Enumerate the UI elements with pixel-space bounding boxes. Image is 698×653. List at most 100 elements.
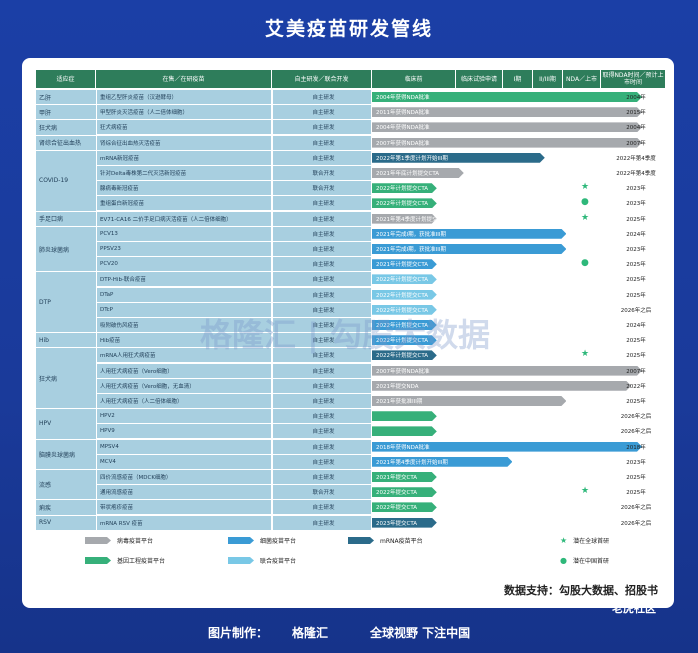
vaccine-name: HPV9 <box>97 424 271 439</box>
dev-type: 自主研发 <box>273 287 371 302</box>
vaccine-name: 狂犬病疫苗 <box>97 120 271 135</box>
vaccine-name: 四价流感疫苗（MDCK细胞） <box>97 470 271 484</box>
source-text: 数据支持：勾股大数据、招股书 <box>504 584 658 597</box>
table-row: mRNA新冠疫苗 自主研发 2022年第1季度计划开始III期 2022年第4季度 <box>36 150 666 166</box>
year-cell: 2025年 <box>626 292 646 299</box>
pipeline-bar: 2023年提交CTA <box>372 518 437 528</box>
pipeline-bar: 2022年计划提交CTA <box>372 198 437 208</box>
legend-item: 基因工程疫苗平台 <box>85 556 165 565</box>
category-cell: 脑膜炎球菌病 <box>36 439 96 469</box>
legend-label: mRNA疫苗平台 <box>380 538 423 545</box>
year-cell: 2023年 <box>626 186 646 193</box>
year-cell: 2022年第4季度 <box>616 171 656 177</box>
dev-type: 自主研发 <box>273 394 371 408</box>
vaccine-name: 人用狂犬病疫苗（Vero细胞，无血清） <box>97 378 271 393</box>
vaccine-name: 带状疱疹疫苗 <box>97 500 271 515</box>
table-row: Hib疫苗 自主研发 2022年计划提交CTA 2025年 <box>36 333 666 348</box>
vaccine-name: mRNA RSV 疫苗 <box>97 515 271 530</box>
table-row: 通用流感疫苗 联合开发 2022年提交CTA 2025年 ★ <box>36 485 666 500</box>
year-cell: 2026年之后 <box>620 505 652 512</box>
pipeline-bar: 2021年完成I期，获批准III期 <box>372 229 566 239</box>
table-row: 甲型肝炎灭活疫苗（人二倍体细胞） 自主研发 2011年获得NDA批准 2015年 <box>36 105 666 120</box>
footer-corner: 老虎社区 <box>612 602 656 615</box>
year-cell: 2025年 <box>626 277 646 284</box>
dev-type: 自主研发 <box>273 333 371 348</box>
table-row: 重组乙型肝炎疫苗（汉逊酵母） 自主研发 2004年获得NDA批准 2004年 <box>36 90 666 105</box>
dot-icon: ● <box>581 197 589 208</box>
year-cell: 2025年 <box>626 353 646 360</box>
vaccine-name: 人用狂犬病疫苗（人二倍体细胞） <box>97 394 271 408</box>
vaccine-name: PCV20 <box>97 257 271 272</box>
table-row: 肾综合征出血热灭活疫苗 自主研发 2007年获得NDA批准 2007年 <box>36 135 666 151</box>
star-icon: ★ <box>581 182 590 193</box>
dev-type: 自主研发 <box>273 105 371 120</box>
header-2: 自主研发／联合开发 <box>272 70 372 88</box>
category-cell: 狂犬病 <box>36 120 96 135</box>
category-cell: Hib <box>36 333 96 348</box>
dev-type: 自主研发 <box>273 363 371 378</box>
year-cell: 2023年 <box>626 459 646 466</box>
year-cell: 2004年 <box>626 125 646 132</box>
vaccine-name: DTaP <box>97 287 271 302</box>
dev-type: 自主研发 <box>273 378 371 393</box>
pipeline-bar: 2022年计划提交CTA <box>372 350 437 360</box>
year-cell: 2018年 <box>626 444 646 451</box>
pipeline-bar: 2022年计划提交CTA <box>372 183 437 193</box>
star-icon: ★ <box>581 349 590 360</box>
header-0: 适应症 <box>36 70 96 88</box>
table-row: HPV2 自主研发 2026年之后 <box>36 409 666 424</box>
dot-icon: ● <box>560 556 567 565</box>
pipeline-bar: 2021年计划提交CTA <box>372 259 437 269</box>
legend-label: 细菌疫苗平台 <box>260 538 297 545</box>
dev-type: 自主研发 <box>273 515 371 530</box>
legend-item: 细菌疫苗平台 <box>228 536 296 545</box>
dev-type: 自主研发 <box>273 454 371 469</box>
pipeline-bar: 2021年提交NDA <box>372 381 631 391</box>
pipeline-bar: 2021年年底计划提交CTA <box>372 168 464 178</box>
year-cell: 2025年 <box>626 475 646 481</box>
pipeline-bar: 2022年计划提交CTA <box>372 290 437 300</box>
year-cell: 2024年 <box>626 231 646 238</box>
category-cell: 肺炎球菌病 <box>36 226 96 272</box>
dev-type: 自主研发 <box>273 272 371 287</box>
pipeline-bar: 2011年获得NDA批准 <box>372 107 642 117</box>
table-row: mRNA RSV 疫苗 自主研发 2023年提交CTA 2026年之后 <box>36 515 666 531</box>
table-row: mRNA人用狂犬病疫苗 自主研发 2022年计划提交CTA 2025年 ★ <box>36 348 666 363</box>
dev-type: 自主研发 <box>273 135 371 150</box>
table-row: 重组蛋白新冠疫苗 自主研发 2022年计划提交CTA 2023年 ● <box>36 196 666 211</box>
pipeline-bar: 2004年获得NDA批准 <box>372 92 642 102</box>
header-6: II/III期 <box>533 70 563 88</box>
vaccine-name: 吸附破伤风疫苗 <box>97 318 271 332</box>
year-cell: 2026年之后 <box>620 414 652 421</box>
table-row: 带状疱疹疫苗 自主研发 2022年提交CTA 2026年之后 <box>36 500 666 515</box>
category-cell: 狂犬病 <box>36 348 96 409</box>
vaccine-name: 腺病毒新冠疫苗 <box>97 181 271 196</box>
year-cell: 2015年 <box>626 110 646 117</box>
pipeline-bar: 2021年提交CTA <box>372 472 437 482</box>
year-cell: 2007年 <box>626 140 646 147</box>
table-row: 吸附破伤风疫苗 自主研发 2022年计划提交CTA 2024年 <box>36 318 666 333</box>
year-cell: 2025年 <box>626 216 646 223</box>
dev-type: 联合开发 <box>273 485 371 500</box>
table-row: 四价流感疫苗（MDCK细胞） 自主研发 2021年提交CTA 2025年 <box>36 470 666 485</box>
dev-type: 自主研发 <box>273 226 371 241</box>
vaccine-name: MCV4 <box>97 454 271 469</box>
year-cell: 2004年 <box>626 95 646 101</box>
legend-swatch <box>228 557 254 564</box>
footer-made-by: 图片制作： <box>208 626 269 640</box>
pipeline-bar: 2021年第4季度计划开始III期 <box>372 457 512 467</box>
category-cell: 乙肝 <box>36 90 96 105</box>
pipeline-bar: 2022年计划提交CTA <box>372 320 437 330</box>
category-cell: 甲肝 <box>36 105 96 120</box>
header-8: 取得NDA时间／预计上市时间 <box>601 70 666 88</box>
legend-swatch <box>348 537 374 544</box>
legend-item: ● 潜在中国首研 <box>560 556 609 565</box>
vaccine-name: 甲型肝炎灭活疫苗（人二倍体细胞） <box>97 105 271 120</box>
legend-item: 病毒疫苗平台 <box>85 536 153 545</box>
vaccine-name: 重组乙型肝炎疫苗（汉逊酵母） <box>97 90 271 104</box>
vaccine-name: EV71-CA16 二价手足口病灭活疫苗（人二倍体细胞） <box>97 211 271 226</box>
dev-type: 联合开发 <box>273 181 371 196</box>
category-cell: 肾综合征出血热 <box>36 135 96 150</box>
year-cell: 2023年 <box>626 201 646 208</box>
pipeline-bar: 2022年第1季度计划开始III期 <box>372 153 545 163</box>
